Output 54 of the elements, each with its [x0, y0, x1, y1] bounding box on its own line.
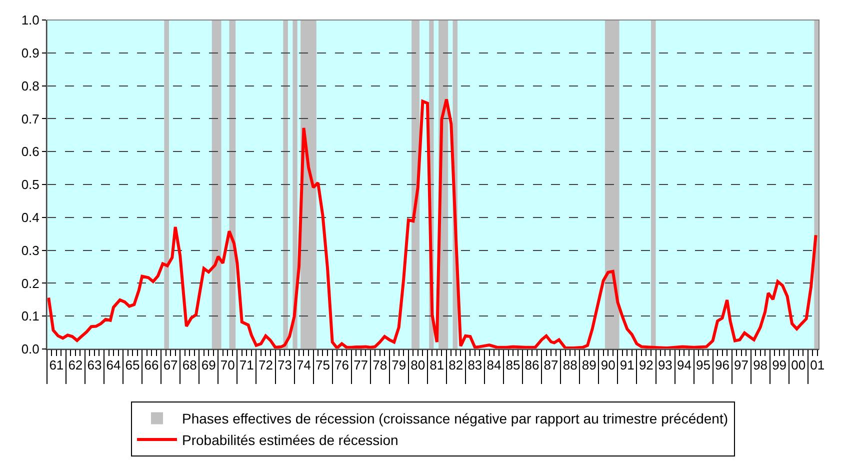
- x-tick-label: 76: [334, 358, 350, 373]
- x-tick-label: 90: [600, 358, 616, 373]
- x-tick-label: 64: [106, 358, 121, 373]
- x-tick-label: 89: [582, 358, 596, 373]
- x-tick-label: 74: [296, 358, 311, 373]
- x-tick-label: 86: [524, 358, 540, 373]
- x-tick-label: 80: [410, 358, 426, 373]
- x-tick-label: 83: [468, 358, 482, 373]
- x-tick-label: 70: [220, 358, 235, 373]
- y-tick-label: 0.7: [21, 111, 40, 126]
- x-tick-label: 69: [201, 358, 216, 373]
- x-tick-label: 88: [562, 358, 578, 373]
- x-tick-label: 93: [658, 358, 672, 373]
- y-tick-label: 0.9: [21, 45, 40, 60]
- x-tick-label: 99: [772, 358, 787, 373]
- x-tick-label: 62: [68, 358, 83, 373]
- x-tick-label: 65: [125, 358, 140, 373]
- x-tick-label: 96: [715, 358, 730, 373]
- x-tick-label: 95: [696, 358, 710, 373]
- x-tick-label: 75: [316, 358, 330, 373]
- x-tick-label: 00: [791, 358, 806, 373]
- legend-label: Probabilités estimées de récession: [182, 432, 398, 448]
- y-tick-label: 0.8: [21, 78, 40, 94]
- x-tick-label: 61: [49, 358, 64, 373]
- legend-label: Phases effectives de récession (croissance négative par rapport au trimestre précédent): [182, 410, 728, 427]
- x-tick-label: 77: [354, 358, 368, 373]
- x-tick-label: 66: [144, 358, 159, 373]
- y-tick-label: 0.2: [21, 276, 40, 291]
- y-tick-label: 0.6: [21, 144, 40, 160]
- x-tick-label: 01: [810, 358, 825, 373]
- x-tick-label: 94: [676, 358, 692, 373]
- x-tick-label: 73: [277, 358, 292, 373]
- x-tick-label: 78: [372, 358, 388, 373]
- x-tick-label: 72: [258, 358, 273, 373]
- x-tick-label: 98: [753, 358, 768, 373]
- y-tick-label: 0.4: [21, 210, 40, 225]
- x-tick-label: 67: [163, 358, 178, 373]
- x-tick-label: 85: [506, 358, 520, 373]
- x-tick-label: 84: [486, 358, 502, 373]
- x-tick-label: 81: [430, 358, 444, 373]
- y-tick-label: 0.0: [21, 342, 40, 357]
- y-tick-label: 0.1: [21, 308, 40, 324]
- x-tick-label: 79: [392, 358, 406, 373]
- x-tick-label: 63: [87, 358, 102, 373]
- x-tick-label: 68: [182, 358, 197, 373]
- y-tick-label: 1.0: [21, 12, 40, 28]
- x-tick-label: 91: [620, 358, 634, 373]
- x-tick-label: 87: [544, 358, 558, 373]
- x-tick-label: 92: [638, 358, 654, 373]
- y-tick-label: 0.5: [21, 177, 40, 192]
- x-tick-label: 82: [448, 358, 464, 373]
- y-tick-label: 0.3: [21, 242, 40, 258]
- x-tick-label: 71: [239, 358, 254, 373]
- x-tick-label: 97: [734, 358, 749, 373]
